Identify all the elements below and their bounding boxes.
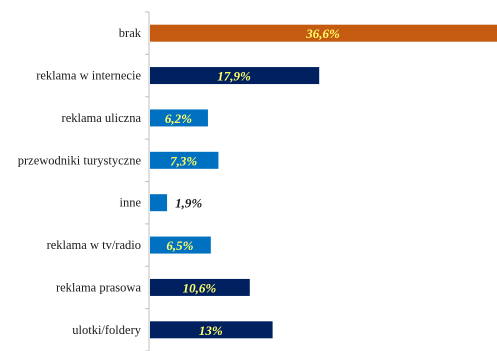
category-label: brak — [119, 26, 142, 40]
value-label: 10,6% — [183, 280, 217, 295]
value-label: 6,5% — [166, 238, 193, 253]
value-label: 17,9% — [217, 69, 251, 84]
value-label: 7,3% — [170, 153, 197, 168]
category-label: reklama uliczna — [62, 111, 142, 125]
value-label: 6,2% — [165, 111, 192, 126]
bar — [150, 67, 320, 85]
bar — [150, 24, 497, 42]
value-label: 36,6% — [305, 26, 340, 41]
value-label: 1,9% — [175, 196, 202, 211]
bar — [150, 321, 273, 339]
category-label: ulotki/foldery — [72, 323, 141, 337]
value-label: 13% — [199, 323, 223, 338]
bar — [150, 109, 208, 127]
bar — [150, 278, 250, 296]
bar — [150, 194, 168, 212]
category-label: inne — [119, 196, 141, 210]
category-label: reklama w internecie — [36, 69, 141, 83]
category-label: reklama w tv/radio — [47, 238, 141, 252]
bar — [150, 236, 211, 254]
category-label: reklama prasowa — [56, 280, 141, 294]
bar — [150, 151, 219, 169]
category-label: przewodniki turystyczne — [18, 153, 142, 167]
